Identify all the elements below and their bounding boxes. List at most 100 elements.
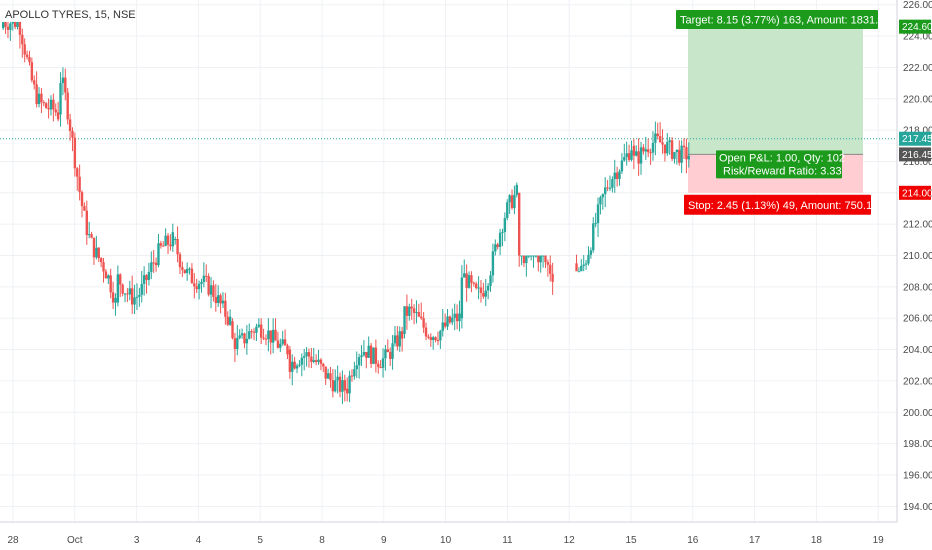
candle-body [319, 359, 323, 364]
x-tick-label: 3 [134, 535, 140, 546]
y-tick-label: 196.00 [903, 470, 932, 481]
candle-body [427, 336, 430, 338]
candle-body [670, 140, 674, 159]
candle-body [99, 258, 103, 263]
candle-body [393, 335, 397, 344]
candle-body [233, 338, 237, 349]
candle-body [21, 34, 24, 45]
target-zone[interactable] [688, 26, 863, 155]
candle-body [111, 292, 115, 303]
candle-body [685, 147, 688, 160]
candle-body [44, 103, 48, 109]
x-tick-label: 5 [257, 535, 263, 546]
candle-body [517, 192, 521, 256]
candle-body [329, 373, 332, 381]
candle-body [448, 316, 452, 323]
candle-body [338, 376, 342, 392]
candle-body [279, 343, 282, 348]
candle-body [116, 274, 120, 303]
candle-body [458, 313, 461, 322]
target-label[interactable]: Target: 8.15 (3.77%) 163, Amount: 1831.3 [676, 10, 884, 29]
candle-body [18, 21, 22, 35]
x-tick-label: 12 [564, 535, 576, 546]
candle-body [357, 357, 361, 366]
stop-label[interactable]: Stop: 2.45 (1.13%) 49, Amount: 750.1 [684, 194, 872, 215]
candle-body [506, 202, 509, 219]
candle-body [549, 264, 552, 274]
candle-body [164, 235, 167, 246]
candle-body [25, 54, 29, 58]
y-axis-ticks[interactable]: 194.00 196.00 198.00 200.00 202.00 204.00 206.… [903, 0, 932, 513]
y-tick-label: 226.00 [903, 0, 932, 11]
price-scale-labels: 224.60 217.45 216.45 214.00 [899, 19, 932, 200]
candle-body [236, 338, 239, 349]
candle-body [498, 232, 502, 247]
svg-text:214.00: 214.00 [902, 188, 932, 199]
candle-body [291, 361, 294, 372]
candle-body [295, 365, 299, 369]
candle-body [209, 285, 213, 295]
candle-body [439, 330, 442, 341]
candle-body [16, 21, 19, 27]
candle-body [350, 375, 354, 377]
x-tick-label: 15 [625, 535, 637, 546]
target-label-text: Target: 8.15 (3.77%) 163, Amount: 1831.3 [680, 15, 884, 27]
entry-price-tag: 216.45 [899, 147, 932, 162]
candle-body [336, 376, 339, 381]
candle-body [460, 277, 464, 319]
candle-body [377, 363, 380, 368]
candle-body [4, 22, 7, 27]
candle-body [271, 329, 275, 343]
candle-body [248, 331, 251, 339]
candle-body [61, 77, 65, 84]
candle-body [687, 155, 691, 160]
pnl-label: Open P&L: 1.00, Qty: 102 Risk/Reward Rat… [716, 150, 845, 179]
candle-body [190, 268, 194, 284]
candle-body [532, 255, 535, 257]
candle-body [479, 287, 483, 294]
candle-body [635, 151, 638, 156]
y-tick-label: 194.00 [903, 502, 932, 513]
candle-body [221, 300, 225, 304]
candle-body [582, 264, 585, 266]
candle-body [632, 145, 636, 156]
pnl-label-text: Open P&L: 1.00, Qty: 102 [719, 152, 845, 164]
x-tick-label: 19 [873, 535, 885, 546]
candle-body [611, 179, 614, 188]
candle-body [181, 267, 184, 270]
candle-body [183, 269, 186, 273]
candle-body [398, 331, 401, 347]
candle-body [625, 153, 628, 158]
candle-body [451, 317, 454, 323]
candle-body [584, 263, 588, 265]
candle-body [420, 316, 423, 319]
candle-body [214, 297, 218, 303]
candle-body [658, 136, 662, 143]
candle-body [484, 290, 487, 297]
candle-body [386, 349, 390, 353]
candle-body [283, 339, 287, 346]
candle-body [422, 318, 425, 328]
candle-body [252, 331, 256, 333]
candle-body [400, 331, 404, 339]
candle-body [372, 347, 375, 364]
candle-body [345, 388, 349, 394]
candle-body [668, 140, 671, 143]
candle-body [465, 273, 468, 288]
candle-body [477, 287, 480, 289]
candle-body [491, 251, 495, 276]
y-tick-label: 220.00 [903, 94, 932, 105]
candle-body [92, 237, 96, 258]
x-axis-ticks[interactable]: 28 Oct 3 4 5 8 9 10 11 12 15 16 17 18 19 [7, 535, 884, 546]
y-tick-label: 204.00 [903, 345, 932, 356]
candle-body [682, 145, 686, 148]
candle-body [109, 275, 112, 293]
candle-body [317, 359, 320, 362]
candle-body [259, 324, 263, 338]
candle-body [642, 147, 645, 152]
candle-body [288, 349, 292, 372]
candle-body [334, 380, 337, 392]
candle-body [207, 276, 210, 295]
candle-body [276, 340, 280, 348]
